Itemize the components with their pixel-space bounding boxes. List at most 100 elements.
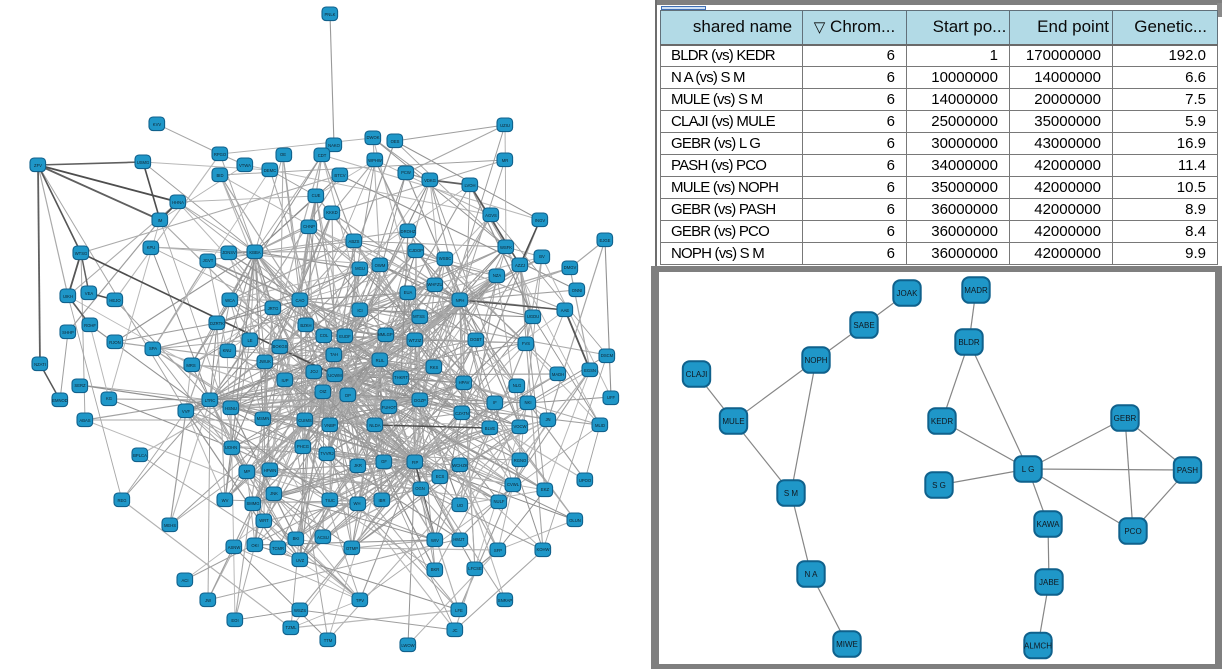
svg-text:JOAK: JOAK xyxy=(897,289,919,298)
svg-text:NPH: NPH xyxy=(456,298,465,303)
svg-text:DP: DP xyxy=(345,393,351,398)
svg-text:SABE: SABE xyxy=(853,321,874,330)
svg-text:CDT: CDT xyxy=(318,153,327,158)
svg-text:WSFK: WSFK xyxy=(500,245,512,250)
svg-text:JNK: JNK xyxy=(270,491,278,496)
svg-text:GF: GF xyxy=(381,459,387,464)
svg-text:OLUN: OLUN xyxy=(569,518,581,523)
svg-text:S M: S M xyxy=(784,489,799,498)
svg-text:RKS: RKS xyxy=(430,365,439,370)
svg-text:SNRAP: SNRAP xyxy=(498,598,513,603)
svg-text:ACSU: ACSU xyxy=(317,535,329,540)
svg-text:CUE: CUE xyxy=(312,193,321,198)
svg-text:WHFZU: WHFZU xyxy=(427,282,442,287)
svg-text:ABAS: ABAS xyxy=(79,418,90,423)
svg-text:MMLGP: MMLGP xyxy=(377,332,393,337)
svg-text:ABZS: ABZS xyxy=(349,239,360,244)
svg-text:DGZP: DGZP xyxy=(414,398,426,403)
svg-text:NZA: NZA xyxy=(493,273,502,278)
svg-text:TCMR: TCMR xyxy=(272,546,284,551)
svg-text:BPLCA: BPLCA xyxy=(133,453,147,458)
svg-text:RJON: RJON xyxy=(109,340,120,345)
svg-text:MR: MR xyxy=(502,158,509,163)
svg-text:SMMG: SMMG xyxy=(246,501,259,506)
svg-text:CAO: CAO xyxy=(295,298,305,303)
svg-text:KVV: KVV xyxy=(153,122,162,127)
svg-text:UO: UO xyxy=(457,503,464,508)
svg-text:MTSS: MTSS xyxy=(413,314,425,319)
svg-text:ECS: ECS xyxy=(436,474,445,479)
svg-text:LVOH: LVOH xyxy=(464,183,475,188)
svg-text:ZFV: ZFV xyxy=(34,163,42,168)
svg-text:JW: JW xyxy=(205,598,211,603)
svg-text:KNU: KNU xyxy=(223,348,232,353)
svg-text:OKI: OKI xyxy=(251,543,258,548)
svg-text:DROHZ: DROHZ xyxy=(401,229,416,234)
svg-text:OGN: OGN xyxy=(415,486,425,491)
svg-text:AZZJ: AZZJ xyxy=(515,263,525,268)
svg-text:MEHS: MEHS xyxy=(164,523,176,528)
svg-text:AGVS: AGVS xyxy=(485,213,497,218)
svg-text:REG: REG xyxy=(117,498,126,503)
svg-text:VNBP: VNBP xyxy=(324,423,336,428)
svg-text:DZRTK: DZRTK xyxy=(210,321,224,326)
svg-text:JRTG: JRTG xyxy=(268,306,279,311)
svg-text:VOCW: VOCW xyxy=(513,424,526,429)
svg-text:BKI: BKI xyxy=(293,536,300,541)
svg-text:BZKH: BZKH xyxy=(300,323,311,328)
svg-text:IBR: IBR xyxy=(379,498,386,503)
svg-text:FIP: FIP xyxy=(412,460,419,465)
svg-text:WIV: WIV xyxy=(431,538,439,543)
svg-text:JKR: JKR xyxy=(354,463,362,468)
svg-text:DMGV: DMGV xyxy=(564,265,577,270)
svg-text:NULF: NULF xyxy=(494,499,505,504)
svg-text:WCA: WCA xyxy=(225,298,235,303)
svg-text:WSBC: WSBC xyxy=(439,256,452,261)
svg-text:NAKO: NAKO xyxy=(328,143,341,148)
svg-text:TAH: TAH xyxy=(330,352,338,357)
svg-text:JN: JN xyxy=(545,417,550,422)
svg-text:CLAJI: CLAJI xyxy=(686,370,708,379)
svg-text:UPOO: UPOO xyxy=(579,478,592,483)
svg-text:ALMCH: ALMCH xyxy=(1024,642,1052,651)
svg-text:LWOW: LWOW xyxy=(401,643,414,648)
svg-text:NLDA: NLDA xyxy=(369,423,380,428)
svg-text:PCW: PCW xyxy=(401,170,411,175)
svg-text:VTWA: VTWA xyxy=(239,163,251,168)
svg-text:UCWM: UCWM xyxy=(328,373,342,378)
svg-text:AAE: AAE xyxy=(561,308,570,313)
svg-text:WPHW: WPHW xyxy=(368,158,382,163)
svg-text:THKRT: THKRT xyxy=(394,375,408,380)
svg-text:BTCV: BTCV xyxy=(334,173,345,178)
svg-text:OE: OE xyxy=(280,152,286,157)
svg-text:FUHOT: FUHOT xyxy=(382,405,397,410)
svg-text:MIWE: MIWE xyxy=(836,640,858,649)
svg-text:JGVT: JGVT xyxy=(203,258,214,263)
svg-text:SERZ: SERZ xyxy=(74,383,86,388)
svg-text:KOHW: KOHW xyxy=(536,547,549,552)
svg-text:JOJ: JOJ xyxy=(310,369,317,374)
svg-text:BLDR: BLDR xyxy=(958,338,980,347)
svg-text:EJGE: EJGE xyxy=(600,238,611,243)
svg-text:KBBA: KBBA xyxy=(249,250,260,255)
svg-text:HSNU: HSNU xyxy=(225,406,237,411)
svg-text:ASNW: ASNW xyxy=(228,545,241,550)
svg-text:WTZIZ: WTZIZ xyxy=(409,338,422,343)
svg-text:UZIU: UZIU xyxy=(500,123,510,128)
svg-text:MGU: MGU xyxy=(355,266,365,271)
svg-text:DGBT: DGBT xyxy=(470,337,482,342)
svg-text:JC: JC xyxy=(452,628,457,633)
svg-text:UGDU: UGDU xyxy=(527,314,539,319)
svg-text:USMG: USMG xyxy=(137,160,150,165)
svg-text:WRT: WRT xyxy=(259,518,269,523)
svg-text:VDKG: VDKG xyxy=(424,178,436,183)
svg-text:EKZ: EKZ xyxy=(541,487,550,492)
svg-text:HFWN: HFWN xyxy=(264,468,277,473)
svg-text:VEA: VEA xyxy=(85,291,94,296)
svg-text:EUDF: EUDF xyxy=(339,334,351,339)
svg-text:OIZ: OIZ xyxy=(320,389,327,394)
svg-text:DWOK: DWOK xyxy=(366,135,379,140)
svg-text:RLIL: RLIL xyxy=(376,358,386,363)
svg-text:HPAV: HPAV xyxy=(459,380,470,385)
svg-text:S G: S G xyxy=(932,481,946,490)
